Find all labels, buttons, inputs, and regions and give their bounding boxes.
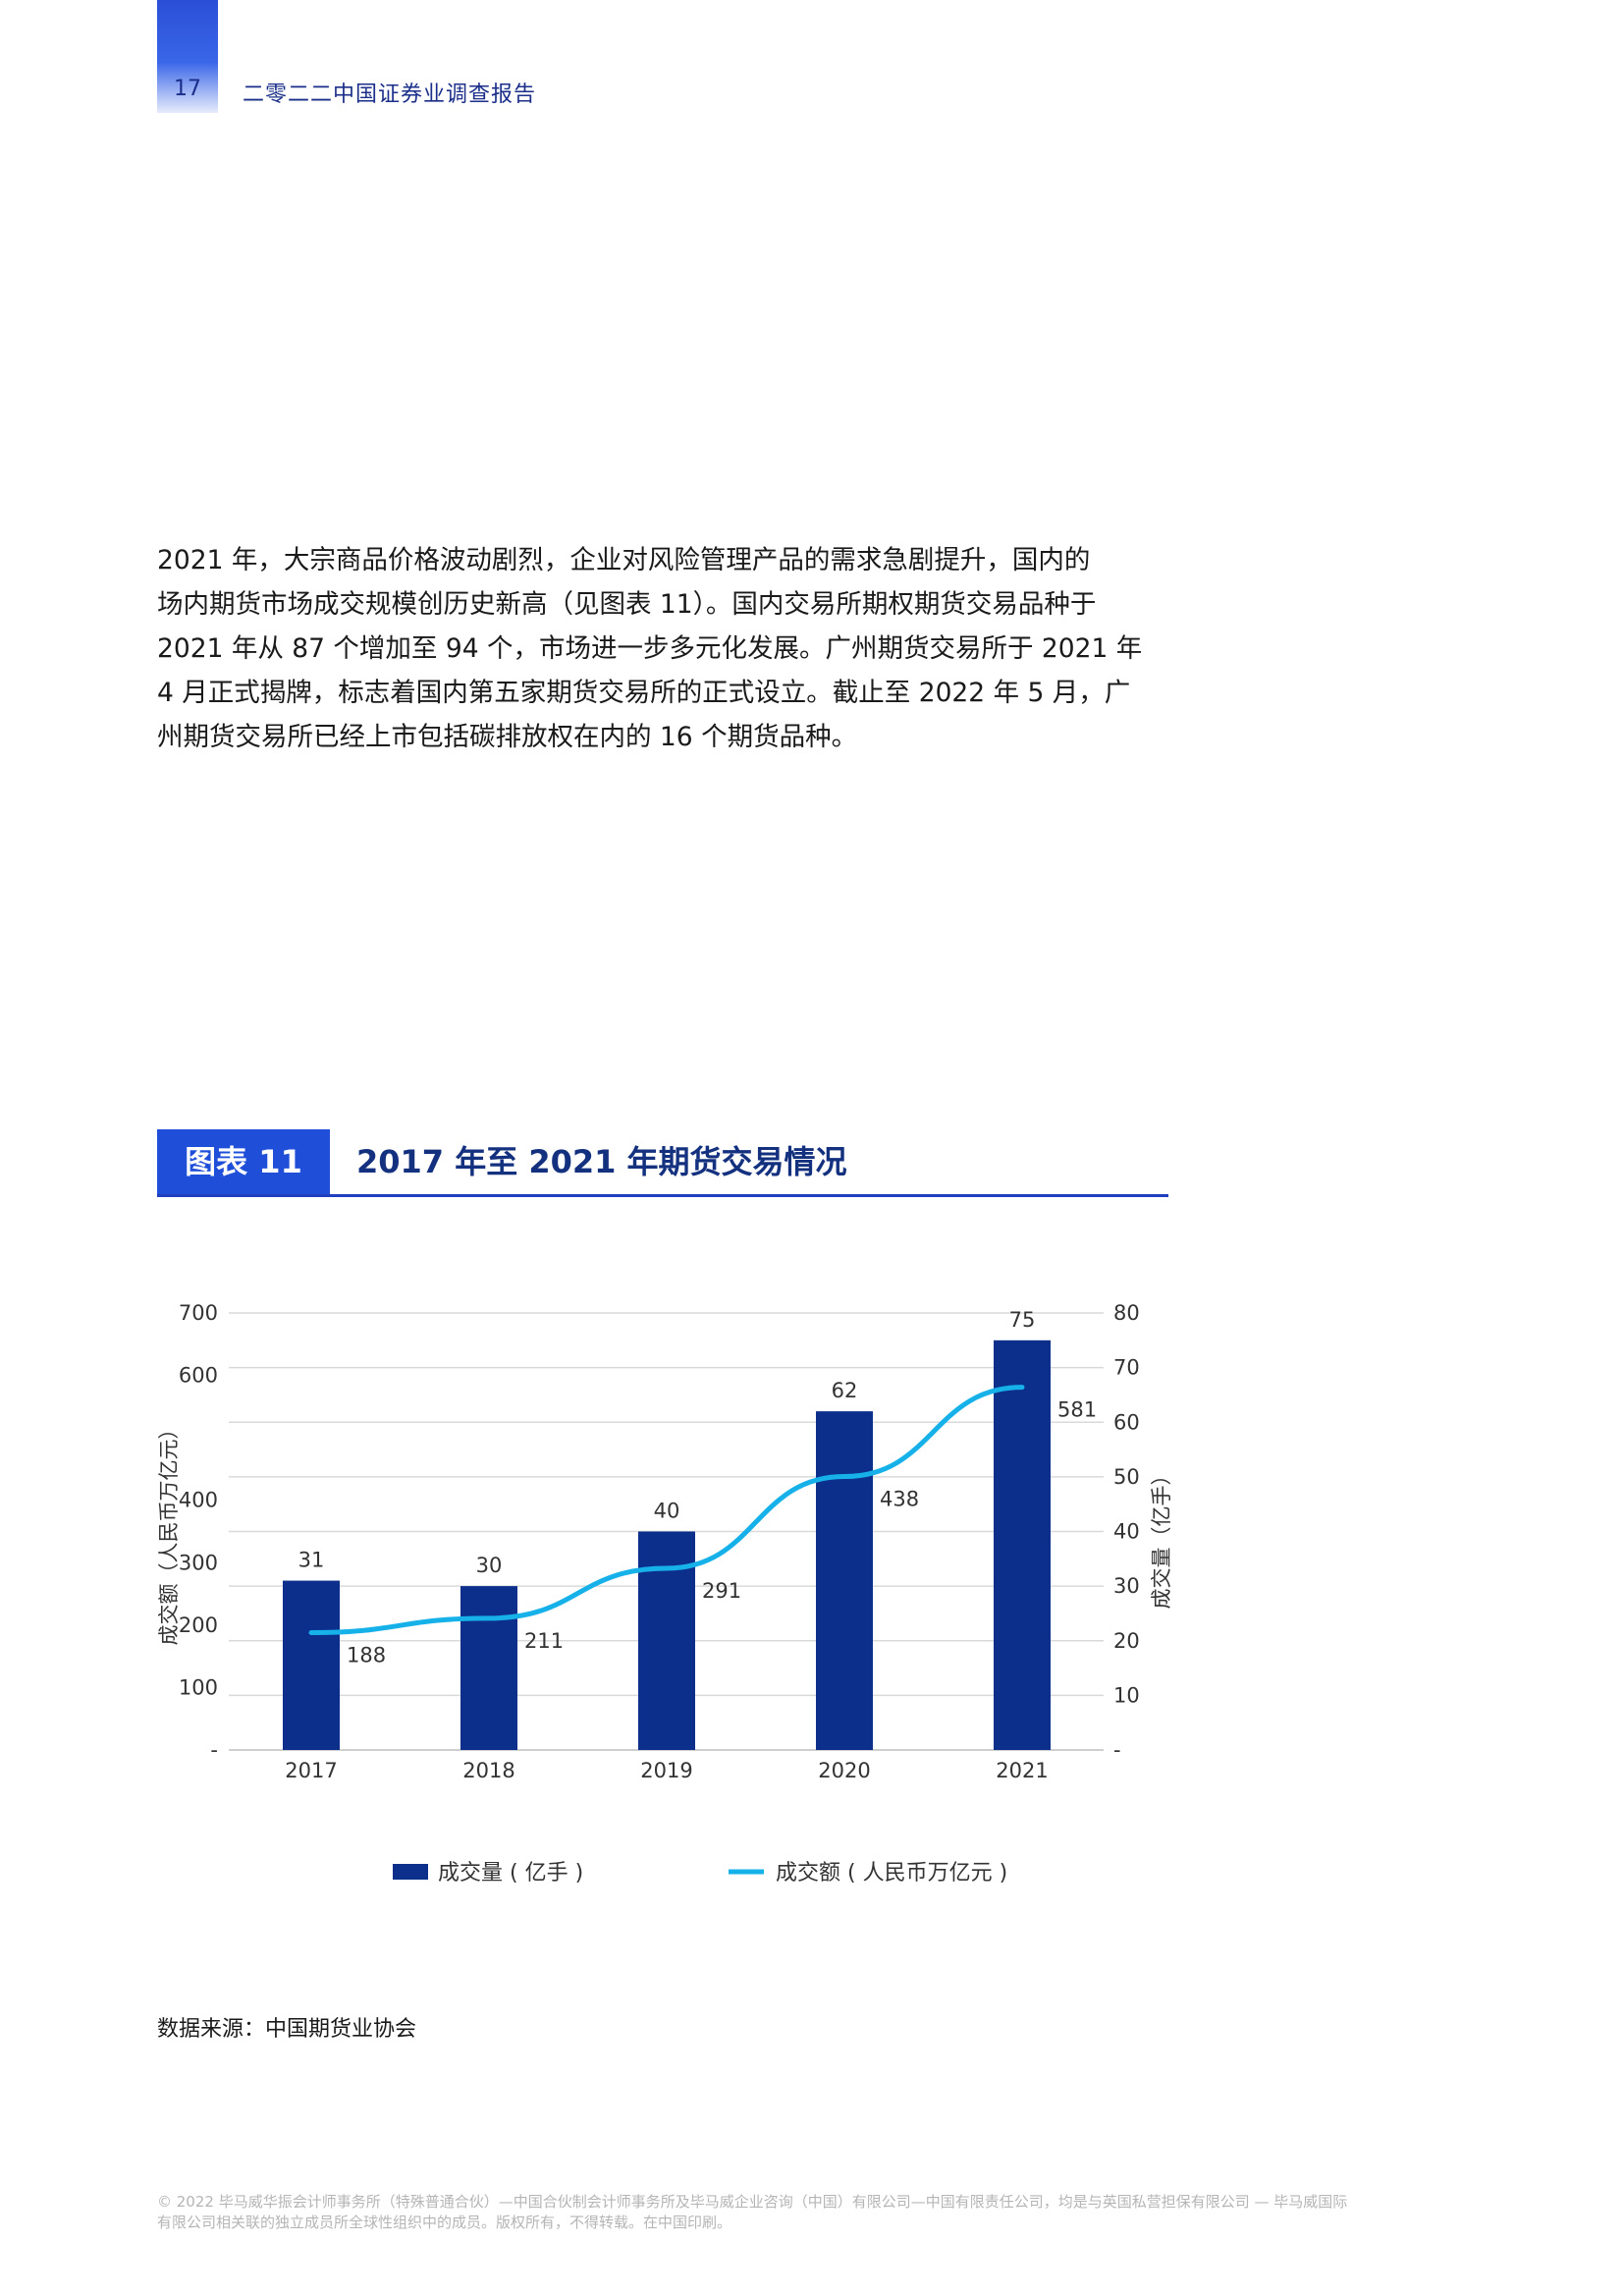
bar-data-label: 75	[1009, 1308, 1036, 1332]
line-data-label: 211	[524, 1629, 564, 1653]
right-axis-tick-label: 40	[1113, 1520, 1140, 1544]
x-axis-tick-label: 2018	[462, 1759, 514, 1782]
left-axis-tick-label: -	[210, 1738, 218, 1762]
left-axis-tick-label: 400	[179, 1489, 218, 1512]
page-number: 17	[174, 77, 201, 101]
bar	[460, 1586, 517, 1750]
running-title: 二零二二中国证券业调查报告	[243, 82, 537, 107]
bar	[994, 1339, 1051, 1750]
x-axis-tick-label: 2020	[818, 1759, 870, 1782]
left-axis-tick-label: 200	[179, 1613, 218, 1637]
line-data-label: 581	[1057, 1398, 1097, 1422]
bar-data-label: 30	[476, 1554, 503, 1577]
bar-data-label: 31	[298, 1549, 325, 1572]
body-line: 2021 年，大宗商品价格波动剧烈，企业对风险管理产品的需求急剧提升，国内的	[157, 545, 1091, 575]
right-axis-tick-label: 20	[1113, 1629, 1140, 1653]
body-line: 2021 年从 87 个增加至 94 个，市场进一步多元化发展。广州期货交易所于…	[157, 633, 1143, 664]
figure-tag: 图表 11	[157, 1129, 330, 1194]
right-axis-tick-label: 80	[1113, 1301, 1140, 1325]
left-axis-tick-label: 600	[179, 1364, 218, 1388]
figure-header: 图表 11 2017 年至 2021 年期货交易情况	[157, 1129, 1168, 1197]
body-paragraph: 2021 年，大宗商品价格波动剧烈，企业对风险管理产品的需求急剧提升，国内的 场…	[157, 538, 1168, 759]
legend-swatch-volume	[393, 1864, 428, 1880]
line-data-label: 438	[880, 1488, 919, 1511]
footer-line: 有限公司相关联的独立成员所全球性组织中的成员。版权所有，不得转载。在中国印刷。	[157, 2214, 732, 2231]
right-axis-title: 成交量（亿手）	[1150, 1465, 1173, 1610]
right-axis-tick-label: -	[1113, 1738, 1121, 1762]
x-axis-tick-label: 2021	[996, 1759, 1048, 1782]
body-line: 4 月正式揭牌，标志着国内第五家期货交易所的正式设立。截止至 2022 年 5 …	[157, 678, 1131, 708]
left-axis-tick-label: 300	[179, 1551, 218, 1574]
x-axis-tick-label: 2017	[285, 1759, 337, 1782]
left-axis-tick-label: 100	[179, 1675, 218, 1699]
left-axis-title: 成交额（人民币万亿元）	[157, 1419, 181, 1646]
line-data-label: 188	[347, 1643, 386, 1667]
legend-label-volume: 成交量 ( 亿手 )	[438, 1861, 583, 1886]
left-axis-tick-label: 700	[179, 1301, 218, 1325]
bar	[283, 1580, 340, 1750]
source-note: 数据来源：中国期货业协会	[157, 2017, 417, 2042]
body-line: 州期货交易所已经上市包括碳排放权在内的 16 个期货品种。	[157, 722, 858, 752]
footer-line: © 2022 毕马威华振会计师事务所（特殊普通合伙）—中国合伙制会计师事务所及毕…	[157, 2193, 1348, 2211]
page-number-tab	[157, 0, 218, 113]
right-axis-tick-label: 30	[1113, 1574, 1140, 1598]
right-axis-tick-label: 60	[1113, 1410, 1140, 1434]
line-series-amount	[308, 1385, 1025, 1635]
bar-data-label: 62	[832, 1379, 858, 1402]
right-axis-tick-label: 70	[1113, 1356, 1140, 1380]
footer-copyright: © 2022 毕马威华振会计师事务所（特殊普通合伙）—中国合伙制会计师事务所及毕…	[157, 2192, 1492, 2233]
bar	[816, 1411, 873, 1750]
bar-data-label: 40	[654, 1500, 680, 1523]
x-axis-tick-label: 2019	[640, 1759, 692, 1782]
legend-label-amount: 成交额 ( 人民币万亿元 )	[776, 1861, 1007, 1886]
futures-trading-chart: - 100 200 300 400 600 700 - 10 20 30 40 50 60 70 80 成交额（…	[157, 1301, 1173, 1886]
body-line: 场内期货市场成交规模创历史新高（见图表 11）。国内交易所期权期货交易品种于	[157, 589, 1097, 620]
right-axis-tick-label: 50	[1113, 1465, 1140, 1489]
figure-title: 2017 年至 2021 年期货交易情况	[356, 1143, 847, 1180]
line-data-label: 291	[702, 1579, 741, 1603]
right-axis-tick-label: 10	[1113, 1683, 1140, 1707]
